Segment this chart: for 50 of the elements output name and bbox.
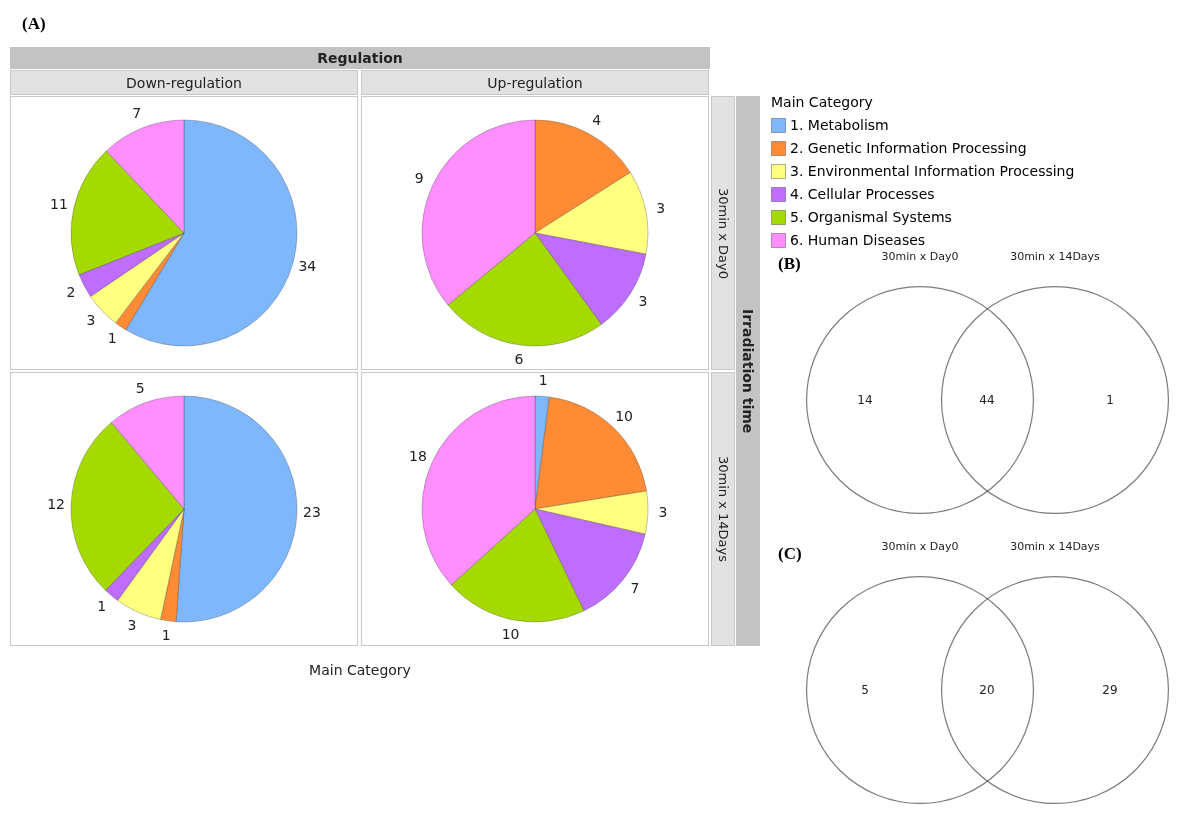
data-label: 3: [656, 200, 666, 217]
data-label: 23: [303, 504, 321, 521]
data-label: 7: [132, 105, 142, 122]
data-label: 18: [409, 448, 427, 465]
category-label: 30min x 14Days: [1010, 250, 1101, 263]
data-label: 7: [630, 579, 640, 596]
text: 30min x Day0: [711, 96, 735, 370]
legend-label: 6. Human Diseases: [790, 231, 926, 248]
data-label: 10: [615, 408, 633, 425]
legend-label: 2. Genetic Information Processing: [790, 139, 1027, 156]
legend-label: 5. Organismal Systems: [790, 208, 952, 225]
data-label: 14: [857, 393, 873, 407]
category-label: 30min x Day0: [881, 250, 959, 263]
text: Regulation: [10, 47, 710, 69]
data-label: 2: [66, 283, 76, 300]
data-label: 4: [592, 111, 602, 128]
text: Irradiation time: [736, 96, 760, 646]
text: (C): [778, 544, 802, 563]
data-label: 1: [161, 626, 171, 643]
data-label: 20: [979, 683, 995, 697]
data-label: 9: [414, 169, 424, 186]
data-label: 29: [1102, 683, 1118, 697]
data-label: 6: [514, 350, 524, 367]
category-label: 30min x 14Days: [1010, 540, 1101, 553]
text: (A): [22, 14, 47, 35]
data-label: 44: [979, 393, 995, 407]
legend-label: 3. Environmental Information Processing: [790, 162, 1075, 179]
legend-label: 4. Cellular Processes: [790, 185, 935, 202]
data-label: 5: [135, 379, 145, 396]
data-label: 5: [861, 683, 869, 697]
data-label: 11: [50, 196, 68, 213]
text: 30min x 14Days: [711, 372, 735, 646]
chart-title: Down-regulation: [10, 70, 358, 95]
data-label: 1: [107, 329, 117, 346]
data-label: 10: [501, 625, 520, 642]
data-label: 1: [538, 372, 548, 389]
legend-label: 1. Metabolism: [790, 116, 889, 133]
data-label: 3: [658, 504, 668, 521]
data-label: 1: [97, 598, 107, 615]
text: Main Category: [308, 661, 412, 680]
data-label: 34: [298, 258, 317, 275]
data-label: 12: [47, 495, 65, 512]
category-label: 30min x Day0: [881, 540, 959, 553]
data-label: 3: [86, 312, 96, 329]
text: (B): [778, 254, 801, 273]
chart-title: Up-regulation: [361, 70, 709, 95]
data-label: 1: [1106, 393, 1114, 407]
legend-title: Main Category: [771, 94, 873, 110]
data-label: 3: [127, 616, 137, 633]
data-label: 3: [638, 292, 648, 309]
